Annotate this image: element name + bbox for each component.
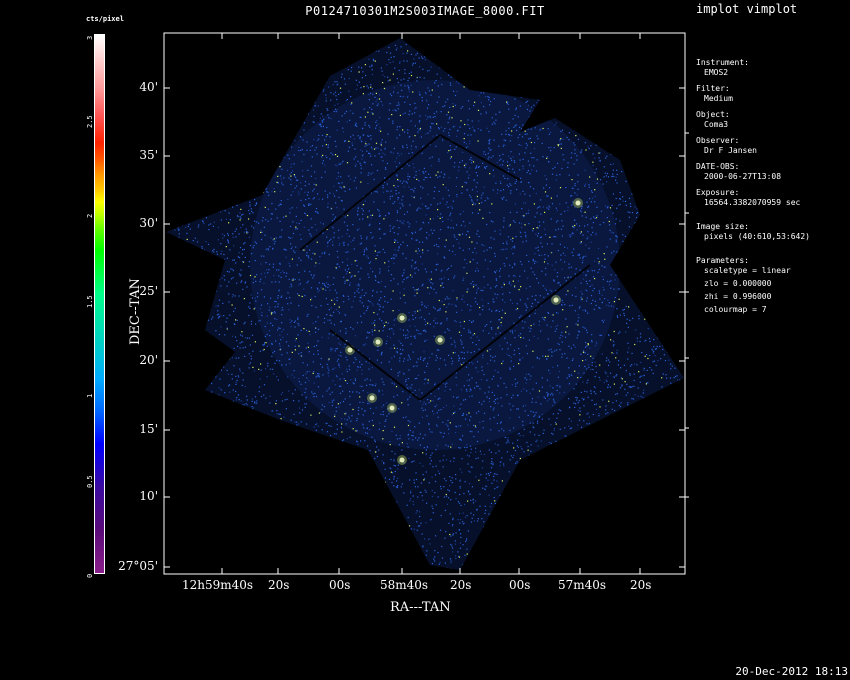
date-obs-label: DATE-OBS: <box>696 162 740 171</box>
observer-label: Observer: <box>696 136 740 145</box>
object-value: Coma3 <box>704 120 729 129</box>
instrument-value: EMOS2 <box>704 68 729 77</box>
x-tick-label: 57m40s <box>558 578 607 592</box>
x-tick-label: 20s <box>630 578 652 592</box>
instrument-label: Instrument: <box>696 58 749 67</box>
y-tick-label: 30' <box>139 216 158 230</box>
colorbar-unit: cts/pixel <box>86 15 124 23</box>
y-tick-label: 15' <box>139 422 158 436</box>
param-zlo: zlo = 0.000000 <box>704 279 772 288</box>
y-tick-label: 20' <box>139 353 158 367</box>
filter-label: Filter: <box>696 84 730 93</box>
x-tick-label: 12h59m40s <box>182 578 254 592</box>
image-size-label: Image size: <box>696 222 749 231</box>
x-tick-label: 58m40s <box>380 578 429 592</box>
x-tick-label: 00s <box>329 578 351 592</box>
param-zhi: zhi = 0.996000 <box>704 292 772 301</box>
exposure-value: 16564.3382070959 sec <box>704 198 801 207</box>
x-tick-label: 00s <box>509 578 531 592</box>
param-colourmap: colourmap = 7 <box>704 305 767 314</box>
filter-value: Medium <box>704 94 733 103</box>
parameters-label: Parameters: <box>696 256 749 265</box>
image-title: P0124710301M2S003IMAGE_8000.FIT <box>305 4 545 18</box>
x-axis-label: RA---TAN <box>390 600 451 615</box>
object-label: Object: <box>696 110 730 119</box>
y-tick-label: 35' <box>139 148 158 162</box>
x-tick-label: 20s <box>268 578 290 592</box>
program-name: implot vimplot <box>696 2 798 16</box>
image-size-value: pixels (40:610,53:642) <box>704 232 810 241</box>
date-obs-value: 2000-06-27T13:08 <box>704 172 782 181</box>
y-axis-label: DEC--TAN <box>128 278 143 345</box>
observer-value: Dr F Jansen <box>704 146 757 155</box>
y-tick-label: 10' <box>139 489 158 503</box>
param-scaletype: scaletype = linear <box>704 266 791 275</box>
info-panel: Instrument: EMOS2 Filter: Medium Object:… <box>696 58 810 315</box>
timestamp: 20-Dec-2012 18:13 <box>735 665 848 678</box>
y-tick-label: 40' <box>139 80 158 94</box>
plot-frame <box>163 32 686 575</box>
x-tick-label: 20s <box>450 578 472 592</box>
exposure-label: Exposure: <box>696 188 740 197</box>
y-tick-label: 27°05' <box>118 559 158 573</box>
y-tick-label: 25' <box>139 284 158 298</box>
colorbar <box>94 34 105 574</box>
